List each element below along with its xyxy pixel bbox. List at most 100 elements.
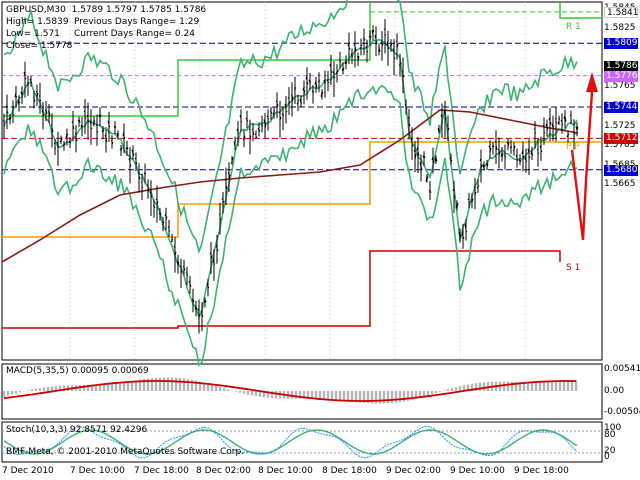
price-bar-open [251, 128, 254, 131]
price-bar-close [237, 131, 240, 134]
price-bar-open [497, 149, 500, 151]
price-bar-close [516, 159, 519, 161]
price-bar-close [60, 137, 63, 142]
price-bar-close [342, 67, 345, 71]
price-bar-open [572, 130, 575, 133]
price-bar-close [81, 125, 84, 128]
price-bar-close [333, 76, 336, 79]
macd-axis-bottom: -0.00504 [604, 407, 640, 417]
price-bar-close [327, 81, 330, 84]
price-bar-close [288, 101, 291, 104]
price-bar-open [533, 128, 536, 130]
level-lines [2, 11, 602, 171]
price-bar-open [263, 119, 266, 125]
price-tag: 1.5744 [604, 101, 638, 113]
price-bar-open [440, 113, 443, 117]
price-bar-close [375, 40, 378, 45]
price-bar-close [381, 44, 384, 47]
price-bar-close [201, 314, 204, 317]
price-bar-close [465, 230, 468, 233]
price-bar-open [170, 240, 173, 243]
price-bar-open [68, 140, 71, 143]
price-bar-open [194, 306, 197, 310]
price-bar-open [515, 154, 518, 157]
price-bar-open [311, 90, 314, 92]
price-bar-open [116, 132, 119, 138]
price-bar-open [323, 79, 326, 84]
time-axis-label: 8 Dec 02:00 [196, 466, 251, 476]
price-bar-open [197, 308, 200, 312]
price-bar-close [192, 299, 195, 303]
price-bar-open [83, 110, 86, 113]
price-bar-open [245, 117, 248, 120]
price-bar-close [90, 127, 93, 130]
main-pane[interactable] [1, 1, 603, 361]
price-bar-close [99, 114, 102, 118]
price-bar-open [281, 113, 284, 116]
price-bar-close [315, 83, 318, 88]
price-bar-open [188, 280, 191, 284]
price-bar-open [539, 145, 542, 149]
price-bar-close [387, 47, 390, 49]
price-bar-open [122, 131, 125, 137]
price-bar-close [447, 127, 450, 131]
price-bar-open [467, 198, 470, 201]
price-bar-close [114, 126, 117, 129]
price-bar-open [107, 120, 110, 125]
price-bar-open [527, 148, 530, 154]
price-bar-open [413, 150, 416, 153]
price-bar-close [321, 91, 324, 95]
macd-signal-line [3, 380, 577, 402]
pivot-s1-line [2, 250, 561, 329]
price-bars [2, 19, 579, 334]
price-bar-close [222, 200, 225, 203]
high-label: High= 1.5839 [6, 17, 69, 27]
price-bar-open [200, 310, 203, 315]
price-bar-open [155, 198, 158, 201]
price-bar-open [86, 114, 89, 118]
price-bar-open [344, 60, 347, 65]
price-axis-label: 1.5725 [604, 120, 636, 131]
price-bar-close [204, 299, 207, 303]
price-bar-close [528, 155, 531, 159]
price-bar-open [356, 55, 359, 58]
price-bar-close [366, 50, 369, 53]
price-bar-open [509, 146, 512, 149]
price-bar-open [212, 258, 215, 263]
price-bar-open [374, 35, 377, 40]
forecast-arrow-head [586, 72, 598, 92]
stoch-axis-100: 100 [604, 423, 622, 433]
price-bar-close [525, 159, 528, 162]
stoch-series [2, 425, 602, 459]
price-bar-close [9, 116, 12, 121]
price-bar-open [365, 46, 368, 49]
price-bar-open [359, 46, 362, 49]
price-bar-close [348, 47, 351, 51]
price-bar-open [257, 127, 260, 131]
price-bar-close [435, 158, 438, 162]
pivot-r1-line-right [559, 2, 602, 19]
price-bar-close [180, 270, 183, 273]
price-axis-label: 1.5665 [604, 179, 636, 190]
price-bar-close [147, 188, 150, 192]
price-bar-open [203, 301, 206, 303]
pivot-pp-line [2, 141, 602, 238]
price-bar-open [125, 147, 128, 150]
price-bar-open [131, 149, 134, 154]
macd-series [2, 377, 578, 404]
macd-pane[interactable] [1, 363, 603, 420]
price-bar-close [417, 152, 420, 156]
price-bar-close [519, 160, 522, 163]
price-bar-open [443, 110, 446, 115]
price-bar-close [255, 136, 258, 138]
price-bar-open [389, 44, 392, 47]
macd-label: MACD(5,35,5) 0.00095 0.00069 [6, 366, 149, 376]
price-bar-close [456, 203, 459, 209]
current-range-label: Current Days Range= 0.24 [74, 29, 195, 39]
price-bar-open [386, 39, 389, 46]
price-bar-close [276, 102, 279, 107]
s1-label: S 1 [566, 263, 581, 273]
price-bar-close [423, 155, 426, 158]
price-bar-open [17, 100, 20, 106]
